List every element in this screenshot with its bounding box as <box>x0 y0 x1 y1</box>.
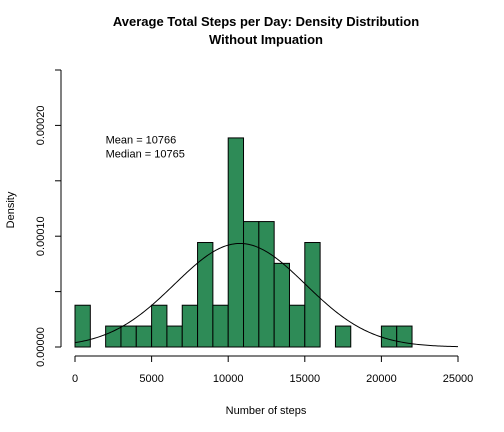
y-tick-label-1: 0.00010 <box>35 216 47 256</box>
histogram-bar-6 <box>166 325 183 348</box>
x-tick-label-3: 15000 <box>290 373 321 385</box>
y-tick-label-2: 0.00020 <box>35 106 47 146</box>
histogram-bar-4 <box>135 325 153 348</box>
y-tick-label-0: 0.00000 <box>35 327 47 367</box>
x-tick-label-1: 5000 <box>139 373 163 385</box>
histogram-bar-20 <box>380 325 398 348</box>
x-tick-label-0: 0 <box>72 373 78 385</box>
bars-layer <box>74 137 413 348</box>
mean-annotation: Mean = 10766 <box>106 135 177 147</box>
x-axis-label: Number of steps <box>226 405 307 417</box>
chart-subtitle: Without Impuation <box>209 32 323 47</box>
histogram-bar-17 <box>334 325 352 348</box>
x-tick-label-5: 25000 <box>443 373 474 385</box>
chart-title: Average Total Steps per Day: Density Dis… <box>113 14 419 29</box>
histogram-bar-12 <box>258 221 275 348</box>
histogram-bar-10 <box>227 137 245 348</box>
histogram-bar-9 <box>212 304 229 348</box>
histogram-bar-5 <box>151 304 168 348</box>
histogram-bar-8 <box>197 242 214 348</box>
density-curve-line <box>74 242 459 348</box>
histogram-bar-7 <box>181 304 199 348</box>
x-tick-label-2: 10000 <box>213 373 244 385</box>
histogram-bar-2 <box>105 325 122 348</box>
histogram-bar-15 <box>304 242 321 348</box>
x-tick-label-4: 20000 <box>366 373 397 385</box>
y-axis-label: Density <box>5 191 17 228</box>
histogram-bar-0 <box>74 304 91 348</box>
histogram-bar-14 <box>288 304 306 348</box>
histogram-bar-3 <box>120 325 137 348</box>
density-curve-layer <box>74 242 459 348</box>
histogram-bar-11 <box>243 221 260 348</box>
median-annotation: Median = 10765 <box>106 149 185 161</box>
x-axis: 0 5000 10000 15000 20000 25000 <box>72 355 474 385</box>
histogram-bar-13 <box>273 262 290 348</box>
y-axis: 0.00000 0.00010 0.00020 <box>35 69 62 367</box>
